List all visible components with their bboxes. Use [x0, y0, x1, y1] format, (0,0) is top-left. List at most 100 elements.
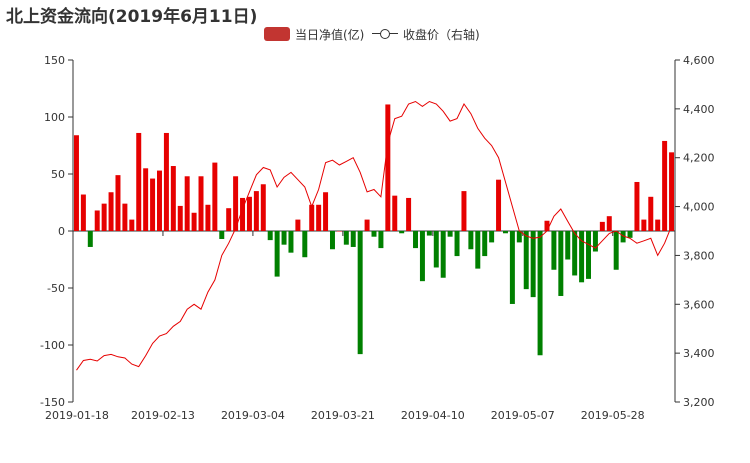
bar-net-inflow	[613, 231, 619, 270]
y-right-tick-label: 3,400	[683, 347, 715, 360]
bar-net-inflow	[516, 231, 522, 243]
bar-net-inflow	[392, 195, 398, 231]
bar-net-inflow	[565, 231, 571, 260]
y-right-tick-label: 4,000	[683, 201, 715, 214]
bar-net-inflow	[413, 231, 419, 249]
bar-net-inflow	[157, 170, 162, 231]
bar-net-inflow	[246, 196, 252, 231]
bar-net-inflow	[150, 178, 156, 231]
bar-net-inflow	[648, 196, 654, 231]
bar-net-inflow	[620, 231, 626, 243]
bar-net-inflow	[122, 203, 128, 231]
bar-net-inflow	[655, 219, 661, 231]
legend-item-close-price[interactable]: 收盘价（右轴)	[372, 26, 480, 42]
bar-net-inflow	[309, 204, 315, 231]
y-left-tick-label: 150	[44, 54, 65, 67]
bar-net-inflow	[94, 210, 100, 231]
bar-net-inflow	[191, 212, 197, 231]
bar-net-inflow	[240, 197, 246, 231]
bar-net-inflow	[177, 205, 183, 231]
bar-net-inflow	[641, 219, 647, 231]
line-close-price	[76, 100, 672, 371]
bar-net-inflow	[447, 231, 453, 237]
bar-net-inflow	[260, 184, 266, 231]
bar-net-inflow	[87, 231, 93, 247]
bar-net-inflow	[662, 140, 668, 231]
bar-net-inflow	[406, 197, 412, 231]
bar-net-inflow	[378, 231, 384, 249]
x-tick-label: 2019-03-04	[221, 409, 285, 422]
y-left-tick-label: -100	[40, 339, 65, 352]
bar-net-inflow	[136, 132, 142, 231]
bar-net-inflow	[323, 192, 329, 231]
bar-net-inflow	[115, 175, 121, 231]
x-tick-label: 2019-05-07	[491, 409, 555, 422]
bar-net-inflow	[281, 231, 287, 245]
bar-net-inflow	[219, 231, 225, 239]
bar-net-inflow	[489, 231, 495, 243]
bar-net-inflow	[101, 203, 107, 231]
bar-net-inflow	[606, 216, 612, 231]
bar-net-inflow	[170, 166, 176, 231]
legend-label-net-inflow: 当日净值(亿)	[295, 27, 365, 42]
bar-net-inflow	[371, 231, 377, 237]
y-right-tick-label: 3,800	[683, 249, 715, 262]
bar-net-inflow	[226, 208, 232, 231]
bar-net-inflow	[509, 231, 515, 304]
bar-net-inflow	[212, 162, 218, 231]
bar-net-inflow	[329, 231, 335, 250]
bar-net-inflow	[129, 219, 135, 231]
y-right-tick-label: 4,400	[683, 103, 715, 116]
bar-net-inflow	[454, 231, 460, 257]
legend-label-close-price: 收盘价（右轴)	[403, 27, 480, 42]
bar-net-inflow	[475, 231, 481, 269]
bar-net-inflow	[440, 231, 446, 278]
bar-net-inflow	[586, 231, 591, 279]
bar-net-inflow	[558, 231, 564, 296]
bar-net-inflow	[544, 220, 550, 231]
x-tick-label: 2019-01-18	[45, 409, 109, 422]
y-right-tick-label: 4,600	[683, 54, 715, 67]
bar-net-inflow	[316, 204, 322, 231]
legend-item-net-inflow[interactable]: 当日净值(亿)	[264, 26, 364, 42]
bar-net-inflow	[184, 176, 190, 231]
bar-net-inflow	[357, 231, 363, 355]
bar-net-inflow	[364, 219, 370, 231]
bar-net-inflow	[433, 231, 439, 268]
bar-net-inflow	[385, 104, 391, 231]
bar-net-inflow	[80, 194, 86, 231]
bar-net-inflow	[350, 231, 356, 247]
bar-net-inflow	[627, 231, 633, 238]
y-left-tick-label: -150	[40, 396, 65, 409]
x-tick-label: 2019-03-21	[311, 409, 375, 422]
bar-net-inflow	[108, 192, 114, 231]
bar-net-inflow	[419, 231, 425, 282]
y-right-tick-label: 4,200	[683, 152, 715, 165]
bar-net-inflow	[551, 231, 557, 270]
x-tick-label: 2019-02-13	[131, 409, 195, 422]
y-left-tick-label: 0	[58, 225, 65, 238]
bar-net-inflow	[461, 191, 467, 231]
y-left-tick-label: -50	[47, 282, 65, 295]
bar-net-inflow	[523, 231, 529, 290]
bar-net-inflow	[482, 231, 488, 257]
bar-net-inflow	[302, 231, 308, 258]
bar-net-inflow	[295, 219, 301, 231]
bar-net-inflow	[572, 231, 578, 276]
x-tick-label: 2019-04-10	[401, 409, 465, 422]
bar-net-inflow	[253, 191, 259, 231]
bar-net-inflow	[163, 132, 169, 231]
bar-net-inflow	[73, 135, 79, 231]
bar-net-inflow	[267, 231, 273, 241]
bar-net-inflow	[634, 181, 640, 231]
bar-net-inflow	[669, 152, 675, 231]
bar-net-inflow	[426, 231, 432, 236]
y-right-tick-label: 3,600	[683, 298, 715, 311]
bar-net-inflow	[205, 204, 211, 231]
bar-net-inflow	[288, 231, 294, 253]
bar-net-inflow	[336, 231, 342, 232]
bar-net-inflow	[198, 176, 204, 231]
bar-net-inflow	[592, 231, 598, 252]
